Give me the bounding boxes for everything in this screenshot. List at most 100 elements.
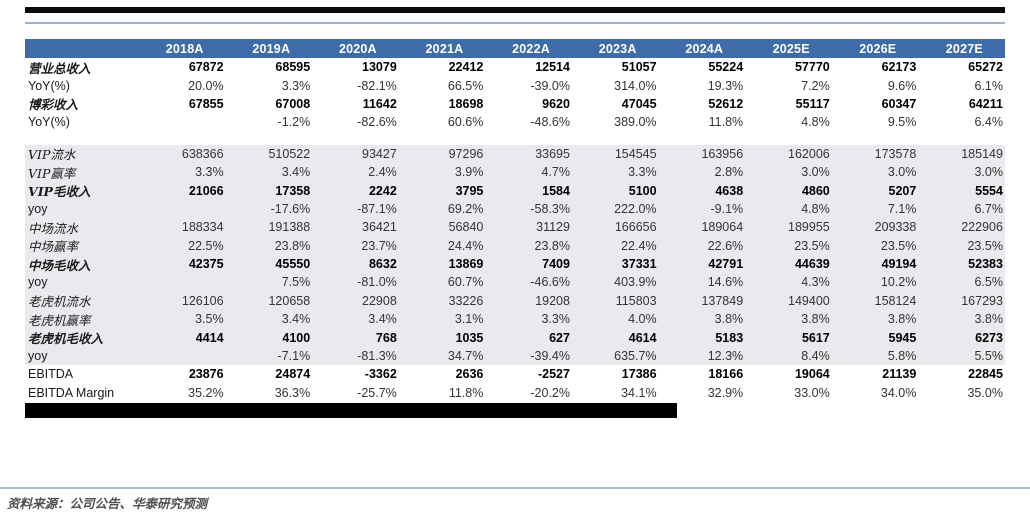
cell-vip-rolling-2020A: 93427 (362, 146, 397, 161)
row-label-mass-drop: 中场流水 (28, 220, 79, 236)
cell-total-revenue-2020A: 13079 (362, 60, 397, 75)
cell-vip-win-rate-2022A: 4.7% (541, 165, 570, 180)
cell-mass-ggr-2020A: 8632 (368, 257, 397, 272)
cell-mass-win-rate-2019A: 23.8% (274, 238, 311, 253)
cell-slot-ggr-yoy-2025E: 8.4% (801, 349, 830, 364)
cell-slot-ggr-yoy-2019A: -7.1% (277, 349, 311, 364)
cell-total-revenue-2021A: 22412 (448, 60, 484, 75)
cell-ebitda-margin-2027E: 35.0% (967, 385, 1003, 400)
cell-mass-ggr-yoy-2026E: 10.2% (880, 275, 917, 290)
cell-vip-rolling-2025E: 162006 (788, 146, 830, 161)
cell-ebitda-margin-2019A: 36.3% (274, 385, 311, 400)
cell-gaming-revenue-yoy-2019A: -1.2% (277, 115, 311, 130)
cell-gaming-revenue-yoy-2022A: -48.6% (530, 115, 570, 130)
footer-blue-rule (0, 487, 1030, 489)
cell-vip-ggr-yoy-2023A: 222.0% (614, 201, 657, 216)
column-header-2022A: 2022A (512, 41, 550, 56)
cell-mass-win-rate-2021A: 24.4% (447, 238, 484, 253)
cell-mass-ggr-yoy-2024A: 14.6% (707, 275, 744, 290)
row-label-mass-win-rate: 中场赢率 (28, 239, 79, 255)
cell-vip-rolling-2021A: 97296 (448, 146, 484, 161)
row-label-total-revenue-yoy: YoY(%) (28, 78, 70, 93)
table-row-gaming-revenue-yoy: YoY(%) -1.2% -82.6% 60.6% -48.6% 389.0% 11.8% 4… (25, 113, 1005, 131)
table-row-vip-ggr-yoy: yoy -17.6% -87.1% 69.2% -58.3% 222.0% -9.1% 4.8… (25, 199, 1005, 219)
cell-vip-ggr-2024A: 4638 (715, 183, 744, 198)
source-note: 资料来源：公司公告、华泰研究预测 (7, 496, 208, 511)
table-row-mass-ggr-yoy: yoy 7.5% -81.0% 60.7% -46.6% 403.9% 14.6% 4.3% 1… (25, 273, 1005, 292)
cell-vip-ggr-2018A: 21066 (188, 183, 224, 198)
cell-vip-ggr-2019A: 17358 (275, 183, 311, 198)
cell-vip-win-rate-2019A: 3.4% (281, 165, 311, 180)
table-row-vip-ggr: VIP毛收入 21066 17358 2242 3795 1584 5100 4638 4860… (25, 181, 1005, 200)
cell-mass-win-rate-2020A: 23.7% (361, 238, 397, 253)
column-header-2026E: 2026E (859, 41, 897, 56)
cell-ebitda-margin-2024A: 32.9% (707, 385, 744, 400)
cell-slot-handle-2026E: 158124 (874, 293, 917, 308)
cell-slot-ggr-yoy-2027E: 5.5% (974, 349, 1003, 364)
cell-slot-ggr-2027E: 6273 (975, 330, 1003, 345)
cell-vip-win-rate-2026E: 3.0% (887, 165, 917, 180)
table-body: 营业总收入 67872 68595 13079 22412 12514 51057 55224… (25, 58, 1005, 402)
cell-slot-handle-2024A: 137849 (701, 293, 744, 308)
cell-vip-rolling-2024A: 163956 (701, 146, 744, 161)
cell-mass-ggr-2024A: 42791 (708, 257, 744, 272)
cell-mass-ggr-2023A: 37331 (621, 257, 657, 272)
cell-total-revenue-2027E: 65272 (968, 60, 1003, 75)
cell-slot-ggr-2021A: 1035 (455, 330, 484, 345)
row-label-mass-ggr: 中场毛收入 (28, 257, 91, 273)
cell-total-revenue-yoy-2023A: 314.0% (614, 78, 657, 93)
cell-gaming-revenue-yoy-2026E: 9.5% (887, 115, 917, 130)
cell-mass-ggr-yoy-2022A: -46.6% (530, 275, 570, 290)
cell-vip-ggr-yoy-2027E: 6.7% (974, 201, 1003, 216)
cell-slot-handle-2021A: 33226 (448, 293, 484, 308)
row-label-ebitda-margin: EBITDA Margin (28, 385, 115, 400)
cell-mass-ggr-2022A: 7409 (542, 257, 570, 272)
table-row-total-revenue-yoy: YoY(%) 20.0% 3.3% -82.1% 66.5% -39.0% 314.0% 19… (25, 76, 1005, 94)
cell-total-revenue-2019A: 68595 (275, 60, 311, 75)
cell-vip-ggr-2022A: 1584 (542, 183, 570, 198)
cell-vip-ggr-2026E: 5207 (888, 183, 917, 198)
cell-mass-ggr-2021A: 13869 (448, 257, 484, 272)
column-header-2027E: 2027E (945, 41, 983, 56)
column-header-2025E: 2025E (772, 41, 810, 56)
cell-gaming-revenue-yoy-2020A: -82.6% (357, 115, 397, 130)
cell-vip-ggr-yoy-2021A: 69.2% (447, 201, 484, 216)
cell-vip-rolling-2026E: 173578 (874, 146, 917, 161)
cell-total-revenue-yoy-2019A: 3.3% (281, 78, 311, 93)
cell-slot-ggr-2024A: 5183 (715, 330, 744, 345)
cell-slot-win-rate-2026E: 3.8% (887, 312, 917, 327)
cell-mass-drop-2027E: 222906 (961, 220, 1003, 235)
row-label-gaming-revenue: 博彩收入 (28, 97, 79, 113)
cell-mass-drop-2018A: 188334 (181, 220, 224, 235)
cell-slot-win-rate-2022A: 3.3% (541, 312, 570, 327)
column-header-2024A: 2024A (685, 41, 724, 56)
cell-slot-ggr-yoy-2022A: -39.4% (530, 349, 570, 364)
cell-vip-win-rate-2023A: 3.3% (628, 165, 657, 180)
cell-gaming-revenue-yoy-2027E: 6.4% (974, 115, 1003, 130)
table-row-vip-win-rate: VIP赢率 3.3% 3.4% 2.4% 3.9% 4.7% 3.3% 2.8% 3.0% 3.0… (25, 162, 1005, 182)
cell-ebitda-2025E: 19064 (794, 367, 830, 382)
cell-slot-win-rate-2024A: 3.8% (714, 312, 744, 327)
table-row-gaming-revenue: 博彩收入 67855 67008 11642 18698 9620 47045 52612 55… (25, 95, 1005, 113)
cell-total-revenue-2024A: 55224 (708, 60, 744, 75)
cell-mass-win-rate-2018A: 22.5% (188, 238, 224, 253)
cell-gaming-revenue-yoy-2024A: 11.8% (708, 115, 744, 130)
cell-vip-ggr-2027E: 5554 (975, 183, 1003, 198)
cell-slot-ggr-2018A: 4414 (195, 330, 224, 345)
row-label-slot-ggr: 老虎机毛收入 (28, 331, 104, 347)
cell-vip-ggr-yoy-2025E: 4.8% (801, 201, 830, 216)
column-header-2019A: 2019A (252, 41, 291, 56)
cell-mass-drop-2019A: 191388 (268, 220, 311, 235)
cell-slot-handle-2027E: 167293 (961, 293, 1003, 308)
cell-mass-ggr-yoy-2020A: -81.0% (357, 275, 397, 290)
column-header-2021A: 2021A (425, 41, 464, 56)
cell-mass-win-rate-2026E: 23.5% (880, 238, 917, 253)
cell-vip-win-rate-2021A: 3.9% (454, 165, 484, 180)
cell-ebitda-2018A: 23876 (188, 367, 224, 382)
cell-slot-handle-2020A: 22908 (362, 293, 397, 308)
cell-slot-ggr-yoy-2023A: 635.7% (614, 349, 657, 364)
cell-slot-ggr-yoy-2024A: 12.3% (707, 349, 744, 364)
cell-total-revenue-yoy-2026E: 9.6% (887, 78, 917, 93)
table-row-slot-ggr-yoy: yoy -7.1% -81.3% 34.7% -39.4% 635.7% 12.3% 8.4%… (25, 346, 1005, 366)
cell-vip-win-rate-2018A: 3.3% (195, 165, 224, 180)
